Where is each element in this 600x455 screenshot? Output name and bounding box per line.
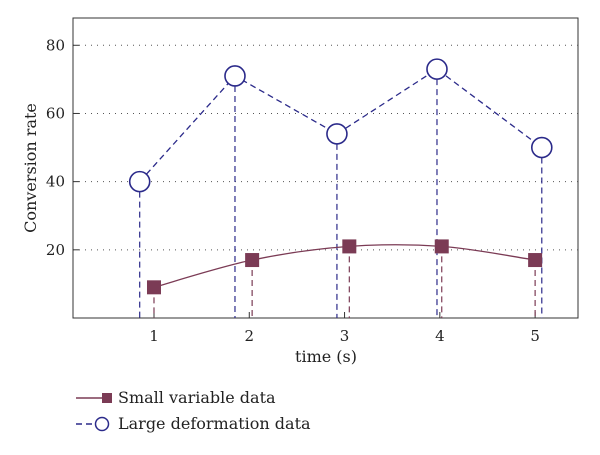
point-small-variable-5 xyxy=(528,253,543,268)
legend: Small variable data Large deformation da… xyxy=(76,388,311,433)
legend-item-small-variable: Small variable data xyxy=(76,388,276,407)
x-tick-label-1: 1 xyxy=(149,327,159,345)
x-tick-label-2: 2 xyxy=(245,327,255,345)
y-tick-label-20: 20 xyxy=(46,241,65,259)
point-large-deformation-2 xyxy=(224,65,246,87)
y-tick-label-80: 80 xyxy=(46,36,65,54)
x-tick-label-4: 4 xyxy=(435,327,445,345)
legend-item-large-deformation: Large deformation data xyxy=(76,414,311,433)
point-small-variable-2 xyxy=(245,253,260,268)
series-lines xyxy=(139,68,543,288)
y-axis-label: Conversion rate xyxy=(21,103,40,233)
y-tick-label-60: 60 xyxy=(46,104,65,122)
point-small-variable-1 xyxy=(146,280,161,295)
point-small-variable-4 xyxy=(434,239,449,254)
point-large-deformation-5 xyxy=(530,136,553,159)
series-line-large-deformation xyxy=(139,68,543,183)
y-axis-ticks: 20 40 60 80 xyxy=(46,36,79,259)
legend-label-small-variable: Small variable data xyxy=(118,388,276,407)
point-small-variable-3 xyxy=(342,239,357,254)
x-tick-label-5: 5 xyxy=(530,327,540,345)
y-tick-label-40: 40 xyxy=(46,173,65,191)
point-large-deformation-1 xyxy=(128,170,151,193)
x-tick-label-3: 3 xyxy=(340,327,350,345)
x-axis-label: time (s) xyxy=(295,347,357,366)
point-large-deformation-3 xyxy=(326,123,348,145)
legend-marker-circle xyxy=(94,416,110,432)
series-markers xyxy=(128,58,553,295)
legend-marker-square xyxy=(102,393,112,403)
x-axis-ticks: 1 2 3 4 5 xyxy=(149,312,540,345)
drop-lines xyxy=(139,69,543,318)
grid-lines xyxy=(73,44,578,251)
point-large-deformation-4 xyxy=(426,58,448,80)
plot-frame xyxy=(72,17,579,319)
legend-label-large-deformation: Large deformation data xyxy=(118,414,311,433)
